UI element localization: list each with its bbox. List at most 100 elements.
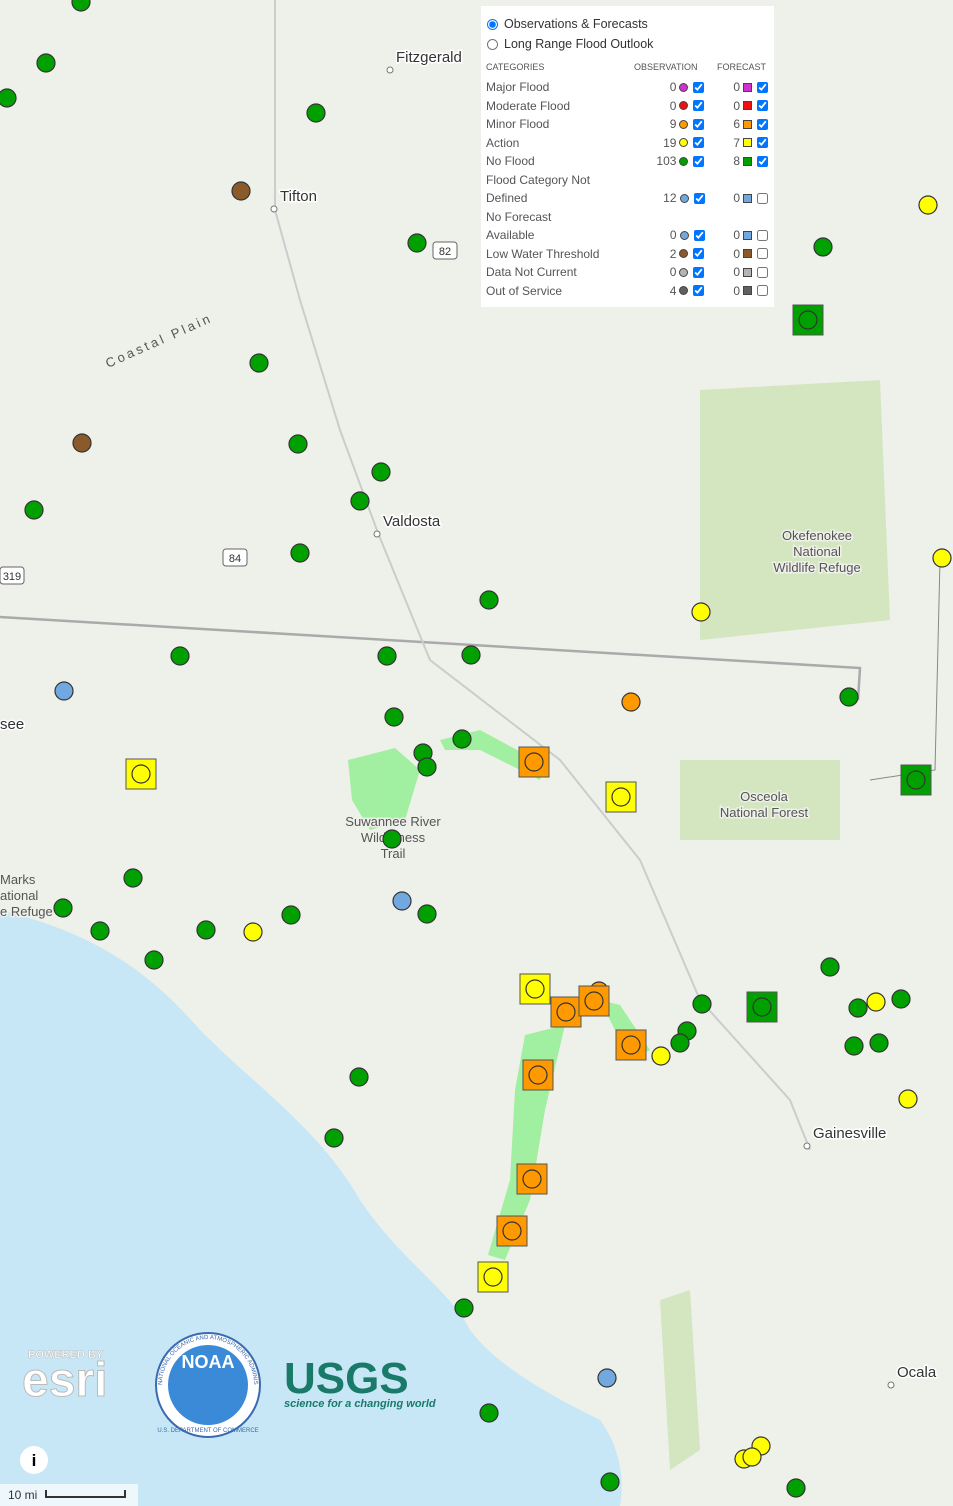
gauge-marker[interactable] [144,950,164,970]
gauge-marker[interactable] [349,1067,369,1087]
gauge-marker[interactable] [131,764,151,784]
gauge-marker[interactable] [123,868,143,888]
forecast-checkbox[interactable] [757,229,769,241]
gauge-marker[interactable] [454,1298,474,1318]
forecast-checkbox[interactable] [757,81,768,93]
gauge-marker[interactable] [407,233,427,253]
gauge-marker[interactable] [848,998,868,1018]
gauge-marker[interactable] [196,920,216,940]
gauge-marker[interactable] [820,957,840,977]
gauge-marker[interactable] [417,757,437,777]
gauge-marker[interactable] [290,543,310,563]
forecast-checkbox[interactable] [757,285,768,297]
observation-cell: 4 [625,282,705,301]
gauge-marker[interactable] [384,707,404,727]
gauge-marker[interactable] [281,905,301,925]
gauge-marker[interactable] [53,898,73,918]
gauge-marker[interactable] [869,1033,889,1053]
gauge-marker[interactable] [479,590,499,610]
gauge-marker[interactable] [522,1169,542,1189]
gauge-marker[interactable] [742,1447,762,1467]
gauge-marker[interactable] [524,752,544,772]
radio[interactable] [487,18,498,30]
observation-checkbox[interactable] [693,285,705,297]
gauge-marker[interactable] [786,1478,806,1498]
gauge-marker[interactable] [866,992,886,1012]
info-button[interactable] [20,1446,48,1474]
forecast-checkbox[interactable] [757,192,769,204]
gauge-marker[interactable] [72,433,92,453]
gauge-marker[interactable] [54,681,74,701]
info-icon[interactable]: i [32,1451,37,1470]
gauge-marker[interactable] [502,1221,522,1241]
gauge-marker[interactable] [231,181,251,201]
forecast-checkbox[interactable] [757,118,768,130]
gauge-marker[interactable] [288,434,308,454]
gauge-marker[interactable] [600,1472,620,1492]
gauge-marker[interactable] [556,1002,576,1022]
observation-checkbox[interactable] [693,81,705,93]
gauge-marker[interactable] [898,1089,918,1109]
gauge-marker[interactable] [597,1368,617,1388]
gauge-marker[interactable] [392,891,412,911]
gauge-marker[interactable] [452,729,472,749]
observation-checkbox[interactable] [693,118,705,130]
layer-option[interactable]: Observations & Forecasts [486,14,768,34]
gauge-marker[interactable] [243,922,263,942]
gauge-marker[interactable] [324,1128,344,1148]
gauge-marker[interactable] [528,1065,548,1085]
gauge-marker[interactable] [611,787,631,807]
category-label: Moderate Flood [486,98,571,113]
gauge-marker[interactable] [906,770,926,790]
forecast-checkbox[interactable] [757,137,768,149]
observation-checkbox[interactable] [693,248,705,260]
gauge-marker[interactable] [382,829,402,849]
gauge-marker[interactable] [306,103,326,123]
gauge-marker[interactable] [36,53,56,73]
gauge-marker[interactable] [651,1046,671,1066]
gauge-marker[interactable] [691,602,711,622]
gauge-marker[interactable] [350,491,370,511]
gauge-marker[interactable] [891,989,911,1009]
gauge-marker[interactable] [0,88,17,108]
observation-checkbox[interactable] [693,137,705,149]
gauge-marker[interactable] [90,921,110,941]
gauge-marker[interactable] [371,462,391,482]
gauge-marker[interactable] [525,979,545,999]
gauge-marker[interactable] [249,353,269,373]
gauge-marker[interactable] [932,548,952,568]
forecast-gauge[interactable] [125,758,157,790]
gauge-marker[interactable] [844,1036,864,1056]
gauge-marker[interactable] [24,500,44,520]
gauge-marker[interactable] [621,1035,641,1055]
observation-checkbox[interactable] [693,266,705,278]
gauge-marker[interactable] [584,991,604,1011]
gauge-marker[interactable] [839,687,859,707]
gauge-marker[interactable] [170,646,190,666]
gauge-marker[interactable] [813,237,833,257]
gauge-marker[interactable] [692,994,712,1014]
esri-powered: POWERED BY [28,1349,104,1361]
forecast-checkbox[interactable] [757,100,768,112]
gauge-marker[interactable] [377,646,397,666]
forecast-gauge[interactable] [518,746,550,778]
observation-checkbox[interactable] [693,155,705,167]
forecast-checkbox[interactable] [757,155,768,167]
gauge-marker[interactable] [71,0,91,12]
observation-checkbox[interactable] [693,192,705,204]
observation-checkbox[interactable] [693,100,705,112]
radio[interactable] [487,38,498,50]
gauge-marker[interactable] [479,1403,499,1423]
gauge-marker[interactable] [752,997,772,1017]
observation-checkbox[interactable] [693,229,705,241]
gauge-marker[interactable] [417,904,437,924]
forecast-checkbox[interactable] [757,266,768,278]
gauge-marker[interactable] [483,1267,503,1287]
gauge-marker[interactable] [621,692,641,712]
gauge-marker[interactable] [918,195,938,215]
gauge-marker[interactable] [670,1033,690,1053]
forecast-checkbox[interactable] [757,248,768,260]
gauge-marker[interactable] [461,645,481,665]
gauge-marker[interactable] [798,310,818,330]
layer-option[interactable]: Long Range Flood Outlook [486,34,768,54]
